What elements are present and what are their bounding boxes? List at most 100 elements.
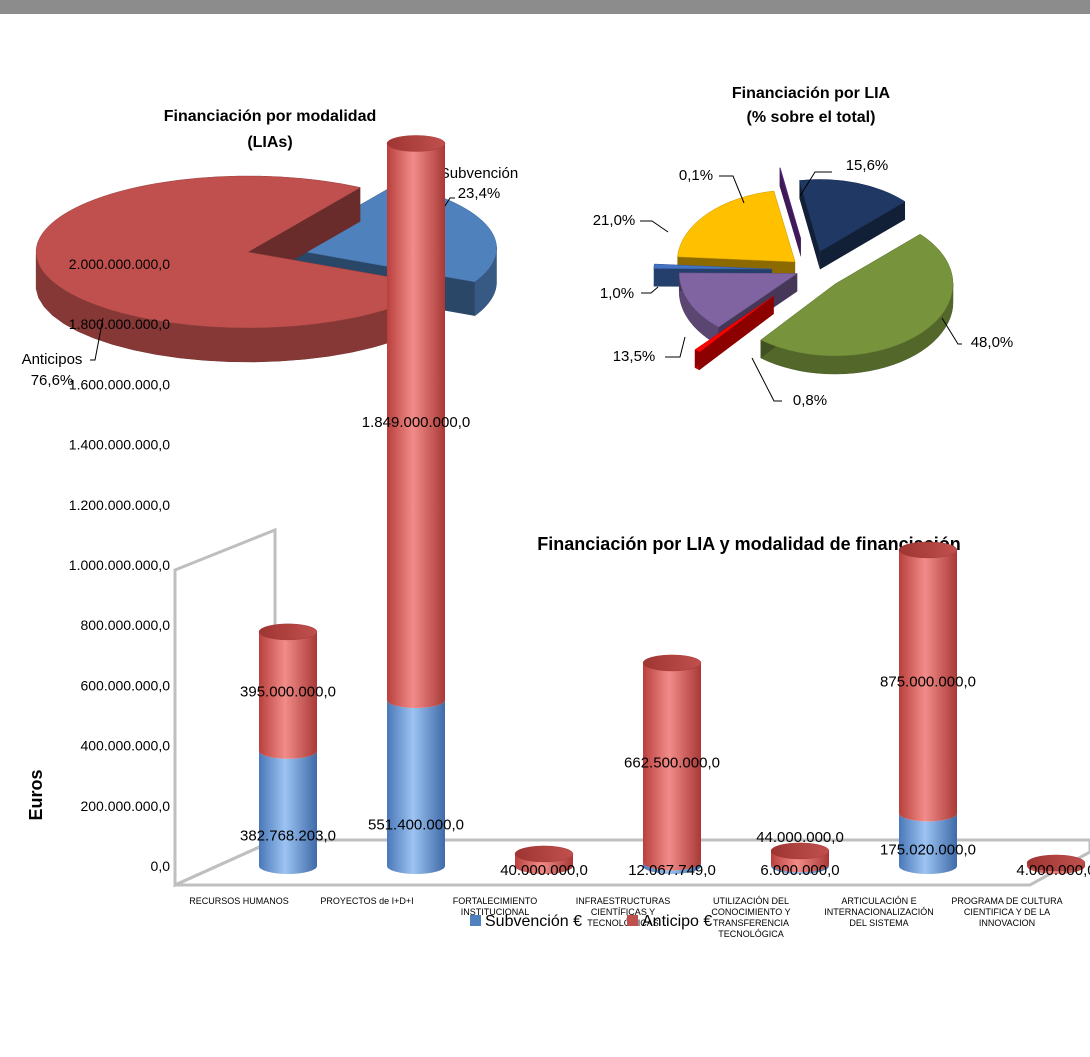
- pie2-leader-1: [941, 317, 962, 345]
- bar-anticipo-top-5: [898, 541, 958, 559]
- data-label-subvencion-3: 12.067.749,0: [628, 862, 716, 879]
- bar-anticipo-3: [643, 662, 701, 871]
- pie1-title-line1: Financiación por modalidad: [164, 108, 376, 125]
- category-label-5: DEL SISTEMA: [849, 918, 908, 928]
- category-label-1: PROYECTOS de I+D+I: [320, 896, 413, 906]
- pie2-slice-top-6: [779, 167, 802, 239]
- bar-subvencion-3: [643, 862, 701, 874]
- bar-anticipo-top-6: [1026, 854, 1086, 872]
- pie2-leader-0: [799, 171, 832, 197]
- pie2-slice-1: [760, 233, 954, 375]
- pie2-slice-top-2: [694, 295, 774, 353]
- pie2-slice-side-0-0: [799, 180, 820, 270]
- floor: [174, 838, 1090, 887]
- pie1-label-anticipos-name: Anticipos: [22, 351, 83, 368]
- pie2-leader-4: [641, 286, 659, 294]
- pie2-leader-3: [665, 336, 686, 358]
- pie2-slice-top-5: [677, 190, 796, 263]
- bar-anticipo-1: [387, 143, 445, 709]
- y-tick-label: 0,0: [151, 858, 171, 874]
- bar-group-3: 12.067.749,0 662.500.000,0: [624, 654, 720, 879]
- bar-subvencion-0: [259, 750, 317, 874]
- pie2-slice-top-0: [799, 179, 906, 252]
- pie2-label-2: 0,8%: [793, 392, 827, 409]
- pie2-label-3: 13,5%: [613, 348, 656, 365]
- pie2-label-0: 15,6%: [846, 157, 889, 174]
- pie2-slice-6: [779, 167, 802, 257]
- category-label-2: INSTITUCIONAL: [461, 907, 530, 917]
- bar-subvencion-5: [899, 813, 957, 874]
- pie2-title-line1: Financiación por LIA: [732, 85, 891, 102]
- data-label-anticipo-3: 662.500.000,0: [624, 755, 720, 772]
- bar-group-5: 175.020.000,0 875.000.000,0: [880, 541, 976, 874]
- category-label-4: TECNOLÓGICA: [718, 929, 784, 939]
- y-axis-label: Euros: [26, 769, 46, 820]
- bar-anticipo-0: [259, 631, 317, 759]
- category-label-6: INNOVACION: [979, 918, 1035, 928]
- y-tick-label: 1.800.000.000,0: [69, 316, 170, 332]
- pie2-slice-side-0-1: [819, 201, 906, 270]
- y-tick-label: 400.000.000,0: [80, 738, 170, 754]
- data-label-anticipo-2: 40.000.000,0: [500, 862, 588, 879]
- data-label-subvencion-0: 382.768.203,0: [240, 828, 336, 845]
- y-tick-label: 1.400.000.000,0: [69, 437, 170, 453]
- pie1-label-subvencion-pct: 23,4%: [458, 185, 501, 202]
- pie2-label-5: 21,0%: [593, 212, 636, 229]
- data-label-subvencion-4: 6.000.000,0: [760, 862, 839, 879]
- y-tick-label: 1.200.000.000,0: [69, 497, 170, 513]
- legend-swatch-subvencion: [470, 915, 481, 926]
- y-tick-label: 600.000.000,0: [80, 677, 170, 693]
- y-tick-label: 1.600.000.000,0: [69, 376, 170, 392]
- y-tick-label: 200.000.000,0: [80, 798, 170, 814]
- bar-title: Financiación por LIA y modalidad de fina…: [537, 534, 960, 554]
- bar-chart: Financiación por LIA y modalidad de fina…: [26, 135, 1090, 939]
- data-label-subvencion-5: 175.020.000,0: [880, 841, 976, 858]
- data-label-anticipo-4: 44.000.000,0: [756, 829, 844, 846]
- pie2-slice-top-4: [653, 263, 773, 270]
- bar-subvencion-4: [771, 864, 829, 874]
- data-label-anticipo-5: 875.000.000,0: [880, 674, 976, 691]
- pie1-slice-top-1: [35, 175, 439, 329]
- pie1-leader-anticipos: [90, 317, 104, 361]
- bar-group-1: 551.400.000,0 1.849.000.000,0: [362, 135, 470, 874]
- bar-anticipo-top-3: [642, 654, 702, 672]
- pie2-label-1: 48,0%: [971, 334, 1014, 351]
- data-label-anticipo-0: 395.000.000,0: [240, 683, 336, 700]
- bar-group-4: 6.000.000,0 44.000.000,0: [756, 829, 844, 879]
- bar-anticipo-top-4: [770, 842, 830, 860]
- pie1-label-anticipos-pct: 76,6%: [31, 372, 74, 389]
- legend-swatch-anticipo: [627, 915, 638, 926]
- pie2-leader-2: [751, 357, 782, 402]
- category-label-5: INTERNACIONALIZACIÓN: [824, 907, 934, 917]
- bar-anticipo-top-1: [386, 135, 446, 152]
- pie2-leader-6: [719, 175, 745, 204]
- y-tick-label: 2.000.000.000,0: [69, 256, 170, 272]
- pie2-label-6: 0,1%: [679, 167, 713, 184]
- category-label-5: ARTICULACIÓN E: [841, 896, 916, 906]
- category-label-3: INFRAESTRUCTURAS: [576, 896, 671, 906]
- pie2-slice-side-6-1: [780, 167, 801, 257]
- data-label-anticipo-1: 1.849.000.000,0: [362, 414, 470, 431]
- y-tick-label: 1.000.000.000,0: [69, 557, 170, 573]
- bar-subvencion-1: [387, 700, 445, 874]
- y-tick-label: 800.000.000,0: [80, 617, 170, 633]
- category-label-3: CIENTÍFICAS Y: [591, 907, 655, 917]
- pie-lia: Financiación por LIA (% sobre el total) …: [593, 85, 1014, 409]
- data-label-subvencion-1: 551.400.000,0: [368, 817, 464, 834]
- category-labels: RECURSOS HUMANOS PROYECTOS de I+D+I FORTAL…: [189, 896, 1062, 939]
- y-ticks: 0,0 200.000.000,0 400.000.000,0 600.000.000…: [69, 256, 170, 874]
- pie1-title-line2: (LIAs): [247, 134, 292, 151]
- legend-label-anticipo: Anticipo €: [642, 913, 712, 930]
- bar-anticipo-5: [899, 549, 957, 822]
- bar-anticipo-top-2: [514, 845, 574, 863]
- legend-label-subvencion: Subvención €: [485, 913, 582, 930]
- pie2-label-4: 1,0%: [600, 285, 634, 302]
- pie2-slice-0: [799, 179, 906, 270]
- bars: 382.768.203,0 395.000.000,0 551.400.000,0 1…: [240, 135, 1090, 879]
- legend: Subvención € Anticipo €: [470, 913, 712, 930]
- pie1-label-subvencion-name: Subvención: [440, 165, 518, 182]
- category-label-4: UTILIZACIÓN DEL: [713, 896, 789, 906]
- pie2-slice-2: [694, 295, 774, 371]
- pie2-slice-top-1: [760, 233, 954, 357]
